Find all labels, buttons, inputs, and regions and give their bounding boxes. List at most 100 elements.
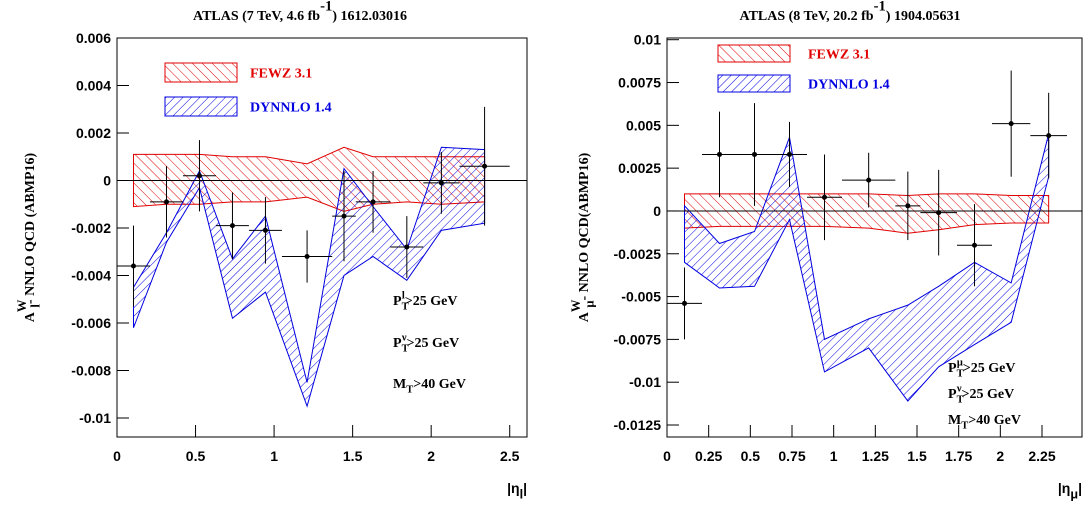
annotation: MT>40 GeV [393,377,466,396]
y-tick-label: 0 [103,173,111,189]
x-tick-label: 1.5 [907,448,927,464]
y-tick-label: -0.01 [79,410,111,426]
legend-label: DYNNLO 1.4 [250,101,332,116]
y-tick-label: 0.004 [76,78,111,94]
x-axis-label-part: μ [1070,487,1078,501]
data-point [936,210,942,216]
y-axis-label-part: W [569,299,583,312]
y-axis-label-part: W [15,299,29,312]
annotation: PTμ>25 GeV [948,357,1015,379]
data-point [196,173,202,179]
y-axis-label-part: A [577,311,592,322]
y-tick-label: -0.008 [71,363,111,379]
y-tick-label: -0.002 [71,220,111,236]
annotation: PTl>25 GeV [393,290,457,312]
annotation-part: P [948,387,957,402]
y-axis-label-part: A [23,311,38,322]
x-axis-label-part: l [520,487,524,501]
annotation-part: l [402,290,405,301]
y-tick-label: 0.01 [634,32,661,48]
y-tick-label: 0.0075 [618,75,661,91]
annotation-part: P [948,361,957,376]
x-tick-label: 2 [427,448,435,464]
legend-swatch [164,96,238,117]
y-tick-label: 0.005 [626,117,661,133]
annotation-part: T [402,302,409,313]
plot-frame [116,37,528,438]
y-tick-label: 0.006 [76,30,111,46]
annotation-part: >40 GeV [968,413,1021,428]
y-tick-label: 0.002 [76,125,111,141]
y-tick-label: -0.01 [629,374,661,390]
data-point [682,300,687,306]
data-point [341,213,347,219]
x-tick-label: 2.25 [1028,448,1055,464]
x-tick-label: 0.25 [695,448,722,464]
data-point [905,203,911,209]
x-tick-label: 1 [270,448,278,464]
y-axis-label: AWμ- NNLO QCD(ABMP16) [569,152,597,322]
x-axis-label-part: |η [507,480,519,496]
data-point [717,151,722,157]
data-point [787,151,792,157]
legend-label: FEWZ 3.1 [250,67,312,82]
y-tick-label: -0.0125 [614,417,662,433]
annotation-part: T [406,385,413,396]
data-point [1008,121,1014,127]
x-axis-label-part: |η [1058,480,1070,496]
data-point [262,227,268,233]
annotation-part: P [393,294,402,309]
data-point [822,194,827,200]
x-tick-label: 0 [113,448,121,464]
plot-frame [666,37,1083,438]
annotation-part: T [957,395,964,406]
annotation-part: μ [957,357,963,368]
x-tick-label: 0.5 [186,448,206,464]
chart-title-part: ATLAS (7 TeV, 4.6 fb [193,9,320,24]
annotation-part: >25 GeV [405,294,458,309]
annotation-part: >25 GeV [407,336,460,351]
chart-title-part: -1 [320,0,332,15]
data-point [1046,133,1052,139]
y-tick-label: -0.0025 [614,246,662,262]
legend-swatch [717,74,791,93]
data-point [130,263,136,269]
chart-title-part: ) 1904.05631 [886,9,961,24]
chart-title-part: ) 1612.03016 [332,9,407,24]
data-point [482,163,488,169]
x-tick-label: 0.5 [741,448,761,464]
annotation-part: ν [956,383,962,394]
x-tick-label: 0.75 [778,448,805,464]
chart-title-part: -1 [874,0,886,15]
annotation-part: T [957,369,964,380]
x-tick-label: 1.25 [862,448,889,464]
chart-title-part: ATLAS (8 TeV, 20.2 fb [740,9,874,24]
x-tick-label: 0 [663,448,671,464]
data-point [438,180,444,186]
data-point [752,151,757,157]
y-axis-label: AWl- NNLO QCD (ABMP16) [15,152,43,322]
y-tick-label: -0.004 [71,268,111,284]
data-point [163,199,169,205]
y-tick-label: 0.0025 [618,160,661,176]
y-tick-label: 0 [653,203,661,219]
annotation: PTν>25 GeV [393,332,459,354]
data-point [370,199,376,205]
y-tick-label: -0.0075 [614,331,662,347]
annotation: MT>40 GeV [948,413,1021,432]
data-point [972,242,977,248]
x-axis-label-part: | [523,480,527,496]
x-tick-label: 1 [830,448,838,464]
x-axis-label: |ημ| [1058,480,1082,501]
x-axis-label-part: | [1078,480,1082,496]
annotation-part: T [961,421,968,432]
annotation-part: >25 GeV [963,361,1016,376]
y-axis-label-part: l [28,304,42,308]
y-tick-label: -0.006 [71,315,111,331]
y-axis-label-part: - NNLO QCD(ABMP16) [577,152,592,300]
annotation-part: M [948,413,961,428]
x-tick-label: 2.5 [500,448,520,464]
legend-swatch [717,44,791,63]
legend-swatch [164,62,238,83]
